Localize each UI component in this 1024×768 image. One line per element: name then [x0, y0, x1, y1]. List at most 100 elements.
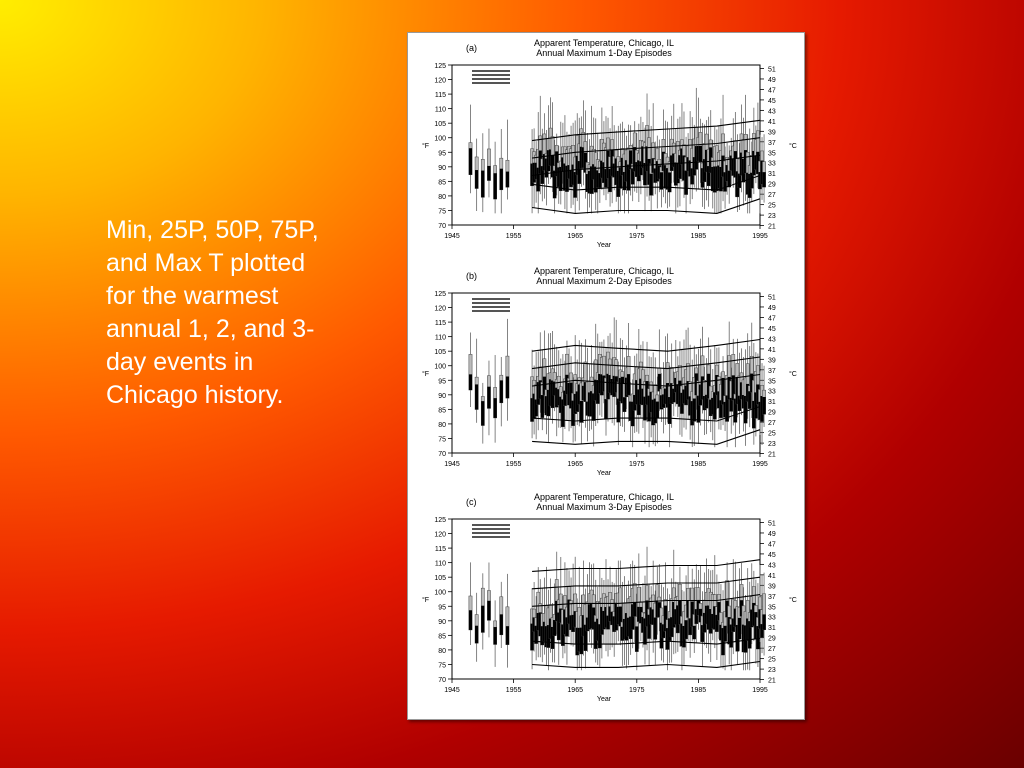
box-lower: [583, 382, 588, 402]
box-lower: [604, 399, 608, 419]
box-lower: [610, 611, 614, 625]
chart-figure: (a) Apparent Temperature, Chicago, IL Annu…: [407, 32, 805, 720]
box-lower: [668, 618, 672, 641]
box-lower: [631, 401, 635, 426]
y-axis-label-right: °C: [789, 370, 797, 378]
mid-trend-line: [532, 154, 761, 177]
box-lower: [538, 612, 542, 637]
box-lower: [651, 609, 655, 625]
box-lower: [666, 383, 670, 408]
y-tick-label-left: 90: [438, 393, 446, 400]
box-lower: [690, 401, 694, 426]
box-lower: [493, 398, 497, 418]
y-tick-label-left: 110: [435, 335, 446, 342]
box-lower: [559, 396, 563, 413]
box-lower: [743, 395, 748, 424]
box-lower: [596, 380, 600, 404]
box-lower: [700, 625, 705, 642]
box-lower: [499, 380, 503, 403]
y-tick-label-left: 90: [438, 619, 446, 626]
box-lower: [542, 621, 546, 642]
y-tick-label-right: 35: [768, 150, 776, 157]
box-lower: [530, 623, 534, 651]
box-lower: [487, 165, 491, 181]
box-lower: [661, 151, 666, 171]
box-lower: [655, 600, 659, 618]
y-tick-label-right: 51: [768, 66, 776, 73]
box-lower: [758, 609, 762, 629]
y-tick-label-right: 39: [768, 129, 776, 136]
box-lower: [548, 618, 553, 639]
box-lower: [709, 399, 713, 416]
box-lower: [626, 164, 631, 191]
box-lower: [575, 627, 579, 656]
y-tick-label-left: 75: [438, 208, 446, 215]
box-lower: [606, 615, 610, 630]
box-lower: [481, 170, 485, 198]
y-tick-label-right: 43: [768, 562, 776, 569]
box-lower: [663, 165, 668, 189]
box-lower: [616, 170, 620, 197]
box-lower: [546, 389, 551, 416]
box-lower: [468, 610, 473, 630]
box-lower: [680, 623, 684, 647]
box-lower: [743, 150, 748, 174]
box-lower: [493, 627, 497, 645]
box-lower: [653, 398, 657, 424]
box-lower: [577, 161, 581, 184]
box-lower: [715, 614, 719, 632]
box-lower: [711, 166, 715, 191]
y-tick-label-right: 51: [768, 520, 776, 527]
x-tick-label: 1955: [506, 233, 522, 240]
box-lower: [561, 399, 565, 427]
legend-row: [472, 536, 510, 538]
box-lower: [750, 373, 754, 393]
box-lower: [573, 172, 577, 198]
y-tick-label-right: 45: [768, 98, 776, 105]
box-lower: [536, 382, 540, 405]
box-lower: [620, 376, 624, 404]
box-lower: [737, 395, 742, 411]
box-lower: [717, 165, 721, 189]
box-lower: [581, 615, 585, 636]
box-lower: [544, 396, 549, 415]
box-lower: [475, 384, 479, 410]
box-lower: [678, 600, 682, 625]
y-tick-label-right: 41: [768, 347, 776, 354]
box-lower: [622, 397, 627, 412]
box-lower: [540, 166, 544, 184]
y-tick-label-right: 41: [768, 119, 776, 126]
y-tick-label-right: 37: [768, 140, 776, 147]
box-lower: [750, 609, 754, 628]
box-lower: [721, 628, 725, 656]
box-lower: [748, 621, 752, 649]
box-lower: [674, 609, 678, 625]
x-tick-label: 1975: [629, 461, 645, 468]
y-tick-label-right: 35: [768, 378, 776, 385]
box-lower: [659, 172, 664, 190]
y-tick-label-left: 70: [438, 677, 446, 684]
box-lower: [711, 613, 715, 629]
x-tick-label: 1965: [567, 461, 583, 468]
box-lower: [643, 396, 647, 421]
panel-label: (b): [466, 271, 477, 281]
box-lower: [737, 617, 742, 639]
chart-panel-c: (c) Apparent Temperature, Chicago, ILAnnu…: [422, 492, 797, 703]
box-lower: [589, 166, 594, 194]
box-lower: [555, 387, 559, 408]
x-tick-label: 1995: [752, 461, 768, 468]
box-lower: [754, 155, 758, 170]
box-lower: [692, 157, 696, 176]
box-lower: [676, 162, 680, 184]
box-lower: [530, 398, 534, 422]
box-lower: [725, 165, 729, 182]
chart-panel-a: (a) Apparent Temperature, Chicago, ILAnnu…: [422, 38, 797, 249]
box-lower: [639, 606, 643, 624]
box-lower: [629, 150, 633, 170]
box-lower: [692, 625, 696, 640]
box-lower: [752, 602, 756, 626]
box-lower: [598, 624, 602, 649]
box-lower: [468, 374, 473, 391]
box-lower: [735, 171, 739, 197]
box-lower: [567, 165, 571, 179]
